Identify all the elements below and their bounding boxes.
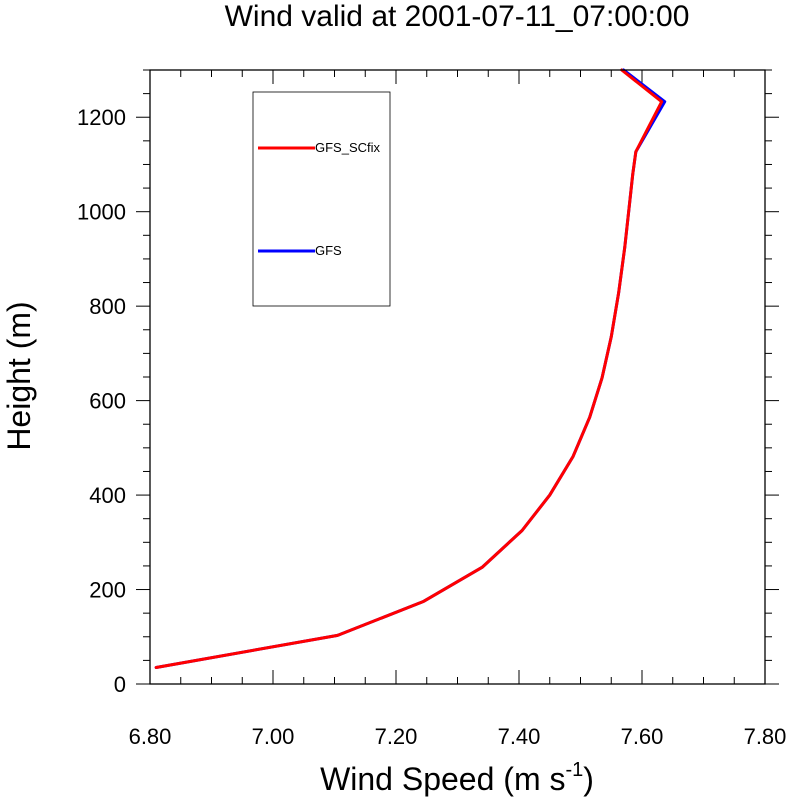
x-tick-label: 7.40 xyxy=(498,724,541,749)
x-tick-label: 7.20 xyxy=(375,724,418,749)
series-line-gfs-scfix xyxy=(154,68,664,669)
legend: GFS_SCfix GFS xyxy=(252,91,391,307)
y-tick-label: 400 xyxy=(89,483,126,508)
y-tick-label: 600 xyxy=(89,389,126,414)
legend-label-gfs: GFS xyxy=(315,243,342,258)
y-axis-title: Height (m) xyxy=(1,301,37,450)
chart-title: Wind valid at 2001-07-11_07:00:00 xyxy=(225,0,690,33)
y-tick-label: 200 xyxy=(89,578,126,603)
plot-frame xyxy=(149,69,766,685)
axis-tick-labels: 6.80 7.00 7.20 7.40 7.60 7.80 0 200 400 600 800 100… xyxy=(77,105,786,749)
x-axis-title-superscript: -1 xyxy=(565,759,583,781)
legend-box xyxy=(252,91,391,307)
series-lines xyxy=(154,68,667,669)
y-tick-label: 1200 xyxy=(77,105,126,130)
x-tick-label: 7.80 xyxy=(744,724,787,749)
x-axis-title-text: Wind Speed (m s xyxy=(320,761,565,797)
x-tick-label: 6.80 xyxy=(129,724,172,749)
y-tick-label: 800 xyxy=(89,294,126,319)
series-line-gfs xyxy=(154,68,667,669)
x-tick-label: 7.60 xyxy=(621,724,664,749)
axis-ticks xyxy=(136,69,779,685)
y-tick-label: 1000 xyxy=(77,200,126,225)
x-axis-title-end: ) xyxy=(583,761,594,797)
legend-label-gfs-scfix: GFS_SCfix xyxy=(315,140,381,155)
x-axis-title: Wind Speed (m s-1) xyxy=(320,759,594,797)
x-tick-label: 7.00 xyxy=(252,724,295,749)
y-tick-label: 0 xyxy=(114,672,126,697)
